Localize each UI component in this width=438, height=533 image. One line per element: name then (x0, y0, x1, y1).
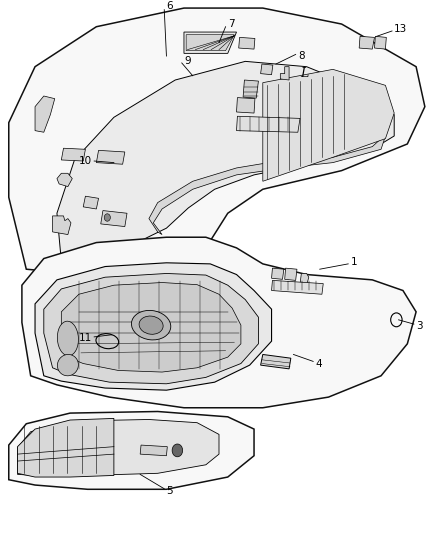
Text: 8: 8 (298, 51, 304, 61)
Polygon shape (359, 36, 374, 49)
Text: 9: 9 (184, 56, 191, 67)
Polygon shape (83, 196, 99, 209)
Polygon shape (149, 136, 385, 235)
Text: 4: 4 (315, 359, 322, 368)
Polygon shape (300, 273, 309, 285)
Text: 1: 1 (350, 257, 357, 267)
Polygon shape (243, 80, 258, 98)
Text: 3: 3 (416, 321, 423, 331)
Text: 6: 6 (166, 2, 173, 12)
Polygon shape (18, 419, 219, 475)
Polygon shape (18, 418, 114, 477)
Polygon shape (101, 211, 127, 227)
Ellipse shape (57, 354, 78, 376)
Ellipse shape (57, 321, 78, 356)
Polygon shape (96, 150, 125, 164)
Text: 11: 11 (79, 334, 92, 343)
Polygon shape (186, 35, 234, 51)
Polygon shape (239, 37, 255, 49)
Polygon shape (9, 411, 254, 489)
Ellipse shape (139, 316, 163, 334)
Text: 10: 10 (79, 156, 92, 166)
Polygon shape (140, 445, 167, 456)
Polygon shape (35, 263, 272, 390)
Polygon shape (261, 64, 273, 75)
Polygon shape (61, 282, 241, 372)
Polygon shape (184, 32, 237, 53)
Polygon shape (280, 67, 289, 80)
Text: 5: 5 (166, 487, 173, 496)
Polygon shape (272, 268, 284, 279)
Polygon shape (263, 69, 394, 181)
Polygon shape (237, 116, 300, 132)
Polygon shape (57, 173, 72, 187)
Polygon shape (237, 98, 255, 113)
Text: 7: 7 (228, 19, 234, 29)
Polygon shape (272, 280, 323, 294)
Polygon shape (374, 36, 386, 49)
Circle shape (104, 214, 110, 221)
Polygon shape (57, 61, 394, 261)
Polygon shape (53, 216, 71, 235)
Polygon shape (9, 8, 425, 272)
Polygon shape (22, 237, 416, 408)
Polygon shape (285, 268, 297, 280)
Polygon shape (44, 273, 258, 384)
Polygon shape (261, 354, 291, 369)
Text: L: L (300, 67, 308, 80)
Ellipse shape (131, 310, 171, 340)
Circle shape (172, 444, 183, 457)
Polygon shape (35, 96, 55, 132)
Polygon shape (61, 148, 85, 161)
Text: 13: 13 (394, 25, 407, 35)
